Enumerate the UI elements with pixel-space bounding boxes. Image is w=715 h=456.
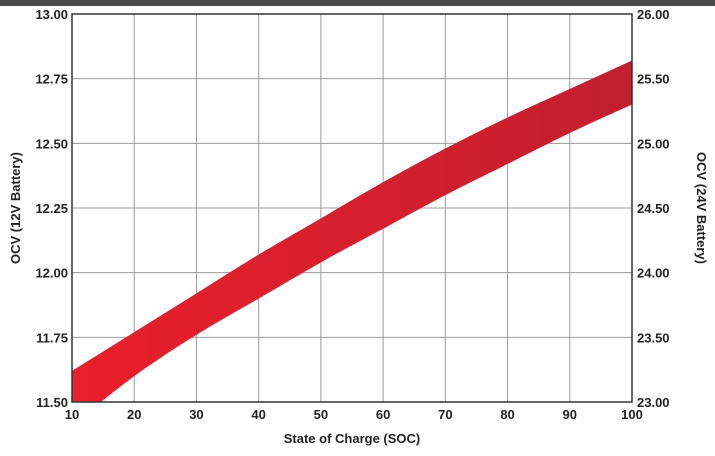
x-tick-20: 20 bbox=[127, 407, 141, 422]
y2-tick-23.50: 23.50 bbox=[637, 330, 670, 345]
y-tick-12.25: 12.25 bbox=[35, 201, 68, 216]
y-tick-12.00: 12.00 bbox=[35, 266, 68, 281]
y-tick-11.75: 11.75 bbox=[36, 330, 68, 345]
y-tick-12.75: 12.75 bbox=[35, 72, 68, 87]
x-tick-60: 60 bbox=[376, 407, 390, 422]
y2-tick-labels: 23.00 23.50 24.00 24.50 25.00 25.50 26.00 bbox=[637, 7, 670, 410]
y2-tick-24.00: 24.00 bbox=[637, 266, 670, 281]
x-tick-70: 70 bbox=[438, 407, 452, 422]
y-tick-11.50: 11.50 bbox=[36, 395, 68, 410]
x-tick-100: 100 bbox=[621, 407, 643, 422]
x-tick-40: 40 bbox=[251, 407, 265, 422]
x-tick-labels: 10 20 30 40 50 60 70 80 90 100 bbox=[65, 407, 643, 422]
y2-tick-23.00: 23.00 bbox=[637, 395, 670, 410]
x-tick-50: 50 bbox=[314, 407, 328, 422]
y2-tick-24.50: 24.50 bbox=[637, 201, 670, 216]
y-axis-title: OCV (12V Battery) bbox=[8, 152, 23, 264]
x-tick-90: 90 bbox=[563, 407, 577, 422]
y2-axis-title: OCV (24V Battery) bbox=[694, 152, 709, 264]
y2-tick-25.00: 25.00 bbox=[637, 136, 670, 151]
y2-tick-26.00: 26.00 bbox=[637, 7, 670, 22]
x-tick-80: 80 bbox=[500, 407, 514, 422]
x-tick-30: 30 bbox=[189, 407, 203, 422]
soc-ocv-band bbox=[72, 60, 632, 402]
top-bar bbox=[0, 0, 715, 6]
x-axis-title: State of Charge (SOC) bbox=[284, 431, 421, 446]
y-tick-13.00: 13.00 bbox=[35, 7, 68, 22]
y-tick-12.50: 12.50 bbox=[35, 136, 68, 151]
y-tick-labels: 11.50 11.75 12.00 12.25 12.50 12.75 13.00 bbox=[35, 7, 68, 410]
plot-frame bbox=[71, 13, 633, 403]
x-tick-10: 10 bbox=[65, 407, 79, 422]
y2-tick-25.50: 25.50 bbox=[637, 72, 670, 87]
